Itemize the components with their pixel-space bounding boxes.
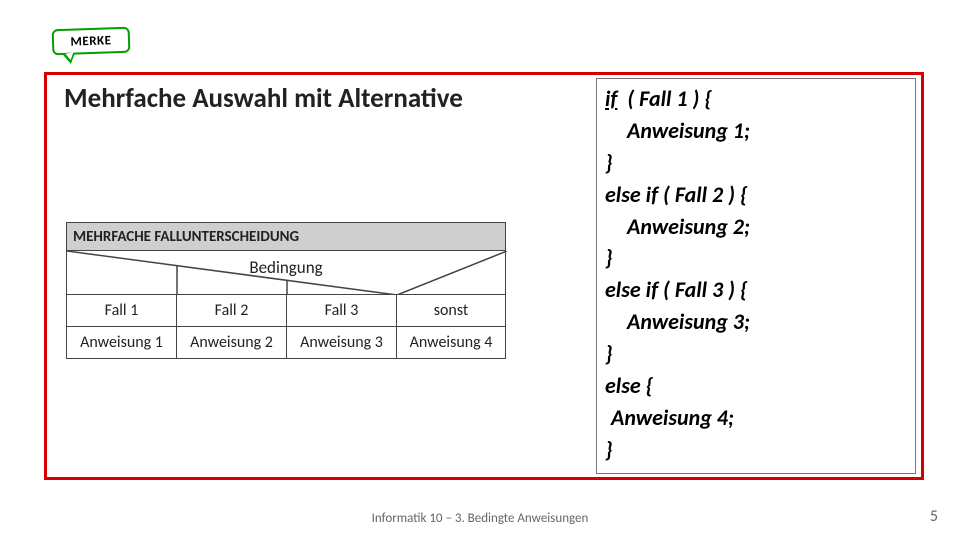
- nsd-case: Fall 2: [176, 295, 286, 327]
- code-keyword: if: [605, 85, 617, 112]
- code-line: Anweisung 2;: [605, 211, 907, 243]
- code-line: }: [605, 338, 907, 370]
- code-text: ( Fall 1 ) {: [617, 85, 712, 112]
- nsd-case: sonst: [396, 295, 506, 327]
- slide: MERKE Mehrfache Auswahl mit Alternative …: [0, 0, 960, 540]
- merke-badge-tail-fill: [65, 52, 74, 60]
- nsd-actions-row: Anweisung 1 Anweisung 2 Anweisung 3 Anwe…: [66, 327, 506, 359]
- footer-text: Informatik 10 – 3. Bedingte Anweisungen: [0, 511, 960, 526]
- code-line: Anweisung 1;: [605, 115, 907, 147]
- nsd-condition-label: Bedingung: [249, 257, 322, 278]
- nsd-action: Anweisung 1: [66, 327, 176, 359]
- nsd-condition-row: Bedingung: [66, 251, 506, 295]
- nsd-cases-row: Fall 1 Fall 2 Fall 3 sonst: [66, 295, 506, 327]
- code-line: if ( Fall 1 ) {: [605, 83, 907, 115]
- code-box: if ( Fall 1 ) { Anweisung 1; } else if (…: [596, 78, 916, 474]
- code-line: else if ( Fall 2 ) {: [605, 179, 907, 211]
- code-line: }: [605, 434, 907, 466]
- nassi-shneiderman-diagram: MEHRFACHE FALLUNTERSCHEIDUNG Bedingung F…: [66, 222, 508, 372]
- nsd-title: MEHRFACHE FALLUNTERSCHEIDUNG: [66, 222, 506, 251]
- merke-label: MERKE: [70, 33, 111, 49]
- nsd-action: Anweisung 4: [396, 327, 506, 359]
- code-line: }: [605, 147, 907, 179]
- code-line: else if ( Fall 3 ) {: [605, 274, 907, 306]
- page-number: 5: [930, 507, 938, 526]
- nsd-action: Anweisung 2: [176, 327, 286, 359]
- slide-heading: Mehrfache Auswahl mit Alternative: [64, 82, 463, 115]
- nsd-action: Anweisung 3: [286, 327, 396, 359]
- nsd-case: Fall 1: [66, 295, 176, 327]
- code-line: Anweisung 3;: [605, 306, 907, 338]
- code-line: Anweisung 4;: [605, 402, 907, 434]
- code-line: }: [605, 242, 907, 274]
- merke-badge: MERKE: [52, 27, 131, 56]
- nsd-case: Fall 3: [286, 295, 396, 327]
- code-line: else {: [605, 370, 907, 402]
